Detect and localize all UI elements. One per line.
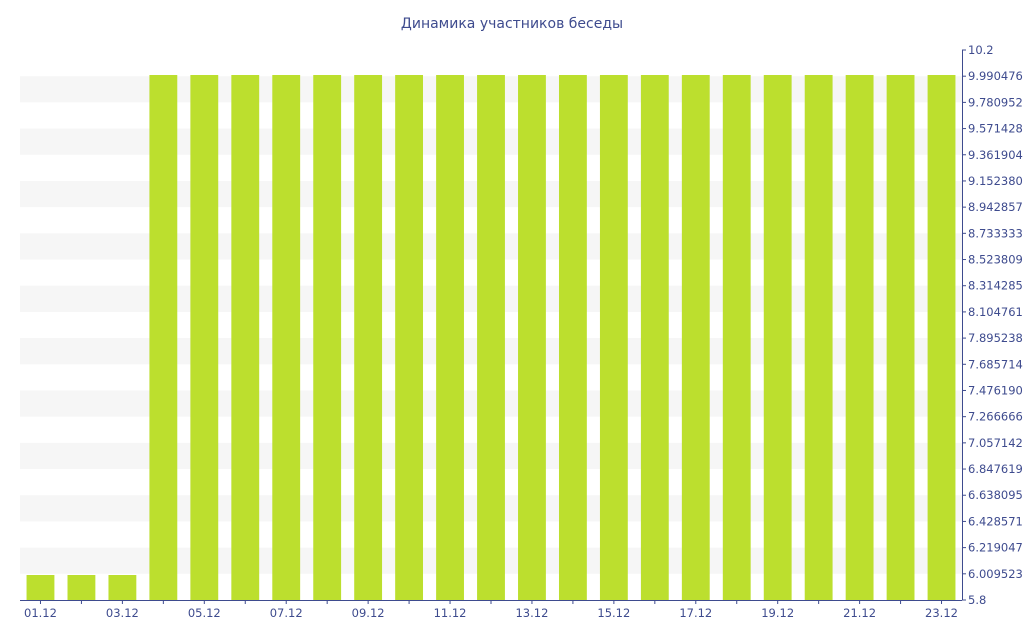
- bar: [354, 75, 383, 600]
- bar: [272, 75, 301, 600]
- y-tick-label: 9.571428: [968, 122, 1023, 136]
- y-tick-label: 6.428571: [968, 514, 1023, 528]
- chart-title: Динамика участников беседы: [401, 16, 623, 32]
- x-tick-label: 03.12: [106, 606, 139, 620]
- y-tick-label: 6.009523: [968, 567, 1023, 581]
- y-tick-label: 9.361904: [968, 148, 1023, 162]
- bar: [108, 575, 137, 600]
- bar: [763, 75, 792, 600]
- y-tick-label: 5.8: [968, 593, 986, 607]
- bar: [927, 75, 956, 600]
- bar: [313, 75, 342, 600]
- bar: [231, 75, 260, 600]
- y-tick-label: 6.638095: [968, 488, 1023, 502]
- y-tick-label: 7.476190: [968, 383, 1023, 397]
- x-ticks-group: 01.12 03.12 05.12 07.12 09.12 11.12 13.12 15.12…: [24, 600, 958, 620]
- x-tick-label: 05.12: [188, 606, 221, 620]
- y-tick-label: 6.219047: [968, 541, 1023, 555]
- bar: [518, 75, 546, 600]
- bar: [886, 75, 915, 600]
- x-tick-label: 13.12: [515, 606, 548, 620]
- bar: [722, 75, 751, 600]
- y-tick-label: 8.523809: [968, 253, 1023, 267]
- y-tick-label: 7.266666: [968, 410, 1023, 424]
- bar: [477, 75, 505, 600]
- bar: [599, 75, 628, 600]
- y-tick-label: 8.314285: [968, 279, 1023, 293]
- x-tick-label: 17.12: [679, 606, 712, 620]
- x-tick-label: 01.12: [24, 606, 57, 620]
- y-tick-label: 8.942857: [968, 200, 1023, 214]
- y-tick-label: 7.057142: [968, 436, 1023, 450]
- bars-group: [26, 75, 956, 600]
- x-tick-label: 11.12: [434, 606, 467, 620]
- bar: [845, 75, 874, 600]
- bar: [558, 75, 587, 600]
- bar: [190, 75, 219, 600]
- y-tick-label: 8.104761: [968, 305, 1023, 319]
- bar: [436, 75, 464, 600]
- y-tick-label: 10.2: [968, 43, 994, 57]
- y-tick-label: 8.733333: [968, 226, 1023, 240]
- y-tick-label: 6.847619: [968, 462, 1023, 476]
- y-tick-label: 9.152380: [968, 174, 1023, 188]
- bar: [681, 75, 710, 600]
- y-tick-label: 7.895238: [968, 331, 1023, 345]
- x-tick-label: 23.12: [925, 606, 958, 620]
- x-tick-label: 07.12: [270, 606, 303, 620]
- bar: [149, 75, 178, 600]
- bar: [395, 75, 424, 600]
- x-tick-label: 15.12: [597, 606, 630, 620]
- x-tick-label: 09.12: [352, 606, 385, 620]
- bar: [26, 575, 55, 600]
- y-tick-label: 9.990476: [968, 69, 1023, 83]
- x-tick-label: 21.12: [843, 606, 876, 620]
- bar: [640, 75, 669, 600]
- y-tick-label: 7.685714: [968, 357, 1023, 371]
- bar: [67, 575, 96, 600]
- x-tick-label: 19.12: [761, 606, 794, 620]
- y-tick-label: 9.780952: [968, 95, 1023, 109]
- y-ticks-group: 10.2 9.990476 9.780952 9.571428 9.361904 9.15…: [962, 43, 1023, 607]
- bar: [804, 75, 833, 600]
